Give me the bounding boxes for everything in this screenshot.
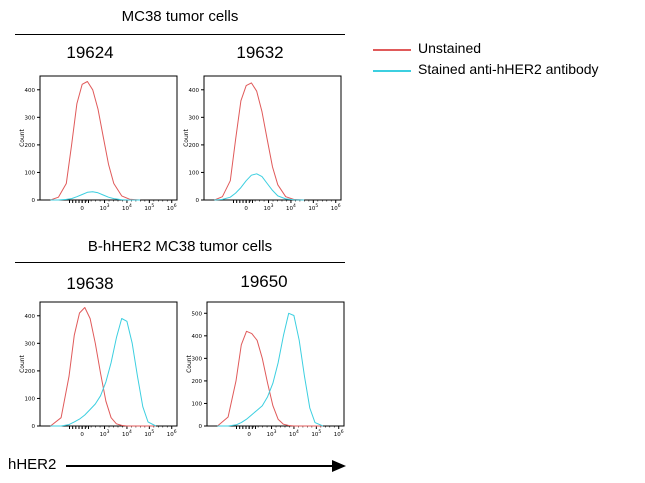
x-tick-label: 106	[167, 429, 177, 438]
y-tick-label: 100	[192, 401, 203, 407]
x-tick-label: 105	[308, 203, 318, 212]
y-tick-label: 200	[192, 379, 203, 385]
group-rule-bottom	[15, 262, 345, 263]
y-tick-label: 200	[25, 369, 36, 375]
series-line-stained	[214, 173, 305, 201]
x-tick-label: 103	[100, 429, 110, 438]
y-tick-label: 0	[199, 424, 203, 430]
x-tick-label: 103	[264, 203, 274, 212]
x-tick-label: 104	[122, 429, 132, 438]
histogram-19638: 0 100 200 300 400 Count 0 103 104 105 106	[19, 301, 178, 438]
group-rule-top	[15, 34, 345, 35]
sample-title-1: 19632	[236, 43, 284, 62]
y-tick-label: 300	[189, 115, 200, 121]
histogram-19632: 0 100 200 300 400 Count 0 103 104 105 106	[183, 75, 342, 212]
y-axis-label: Count	[183, 128, 190, 146]
x-tick-label: 104	[289, 429, 299, 438]
sample-title-0: 19624	[66, 43, 114, 62]
y-tick-label: 100	[189, 170, 200, 176]
plot-frame	[206, 301, 345, 427]
y-tick-label: 200	[189, 143, 200, 149]
y-axis-label: Count	[19, 354, 26, 372]
series-line-unstained	[217, 330, 323, 427]
y-tick-label: 400	[189, 88, 200, 94]
y-axis-label: Count	[186, 354, 193, 372]
y-tick-label: 400	[25, 314, 36, 320]
series-line-unstained	[50, 81, 141, 201]
sample-title-3: 19650	[240, 272, 288, 291]
group-title-bottom: B-hHER2 MC38 tumor cells	[87, 238, 273, 255]
y-tick-label: 0	[32, 198, 36, 204]
x-tick-label: 106	[334, 429, 344, 438]
y-tick-label: 300	[25, 341, 36, 347]
series-line-unstained	[50, 307, 156, 427]
x-tick-label: 106	[167, 203, 177, 212]
series-line-unstained	[214, 82, 305, 201]
x-axis-label: hHER2	[8, 456, 57, 473]
x-tick-label: 106	[331, 203, 341, 212]
x-tick-label: 0	[80, 432, 84, 438]
y-tick-label: 0	[196, 198, 200, 204]
plot-frame	[39, 75, 178, 201]
legend-line-unstained	[373, 49, 411, 51]
series-line-stained	[217, 312, 324, 427]
x-tick-label: 104	[122, 203, 132, 212]
y-tick-label: 400	[25, 88, 36, 94]
sample-title-2: 19638	[66, 274, 114, 293]
y-tick-label: 100	[25, 396, 36, 402]
y-tick-label: 500	[192, 311, 203, 317]
y-axis-label: Count	[19, 128, 26, 146]
y-tick-label: 300	[192, 356, 203, 362]
legend-label-unstained: Unstained	[418, 40, 482, 56]
x-tick-label: 105	[311, 429, 321, 438]
x-tick-label: 0	[80, 206, 84, 212]
legend-line-stained	[373, 70, 411, 72]
x-tick-label: 103	[267, 429, 277, 438]
y-tick-label: 400	[192, 334, 203, 340]
y-tick-label: 100	[25, 170, 36, 176]
plot-frame	[203, 75, 342, 201]
x-axis-arrow-head	[332, 460, 346, 472]
plot-frame	[39, 301, 178, 427]
histogram-19624: 0 100 200 300 400 Count 0 103 104 105 106	[19, 75, 178, 212]
y-tick-label: 300	[25, 115, 36, 121]
series-line-stained	[50, 191, 141, 201]
x-tick-label: 0	[244, 206, 248, 212]
x-tick-label: 105	[144, 203, 154, 212]
x-tick-label: 0	[247, 432, 251, 438]
series-line-stained	[50, 318, 157, 427]
legend-label-stained: Stained anti-hHER2 antibody	[418, 61, 599, 77]
y-tick-label: 200	[25, 143, 36, 149]
x-tick-label: 105	[144, 429, 154, 438]
x-axis-arrow	[66, 460, 346, 472]
x-tick-label: 103	[100, 203, 110, 212]
y-tick-label: 0	[32, 424, 36, 430]
x-tick-label: 104	[286, 203, 296, 212]
histogram-19650: 0 100 200 300 400 500 Count 0 103 104 105 106	[186, 301, 345, 438]
group-title-top: MC38 tumor cells	[121, 8, 239, 25]
